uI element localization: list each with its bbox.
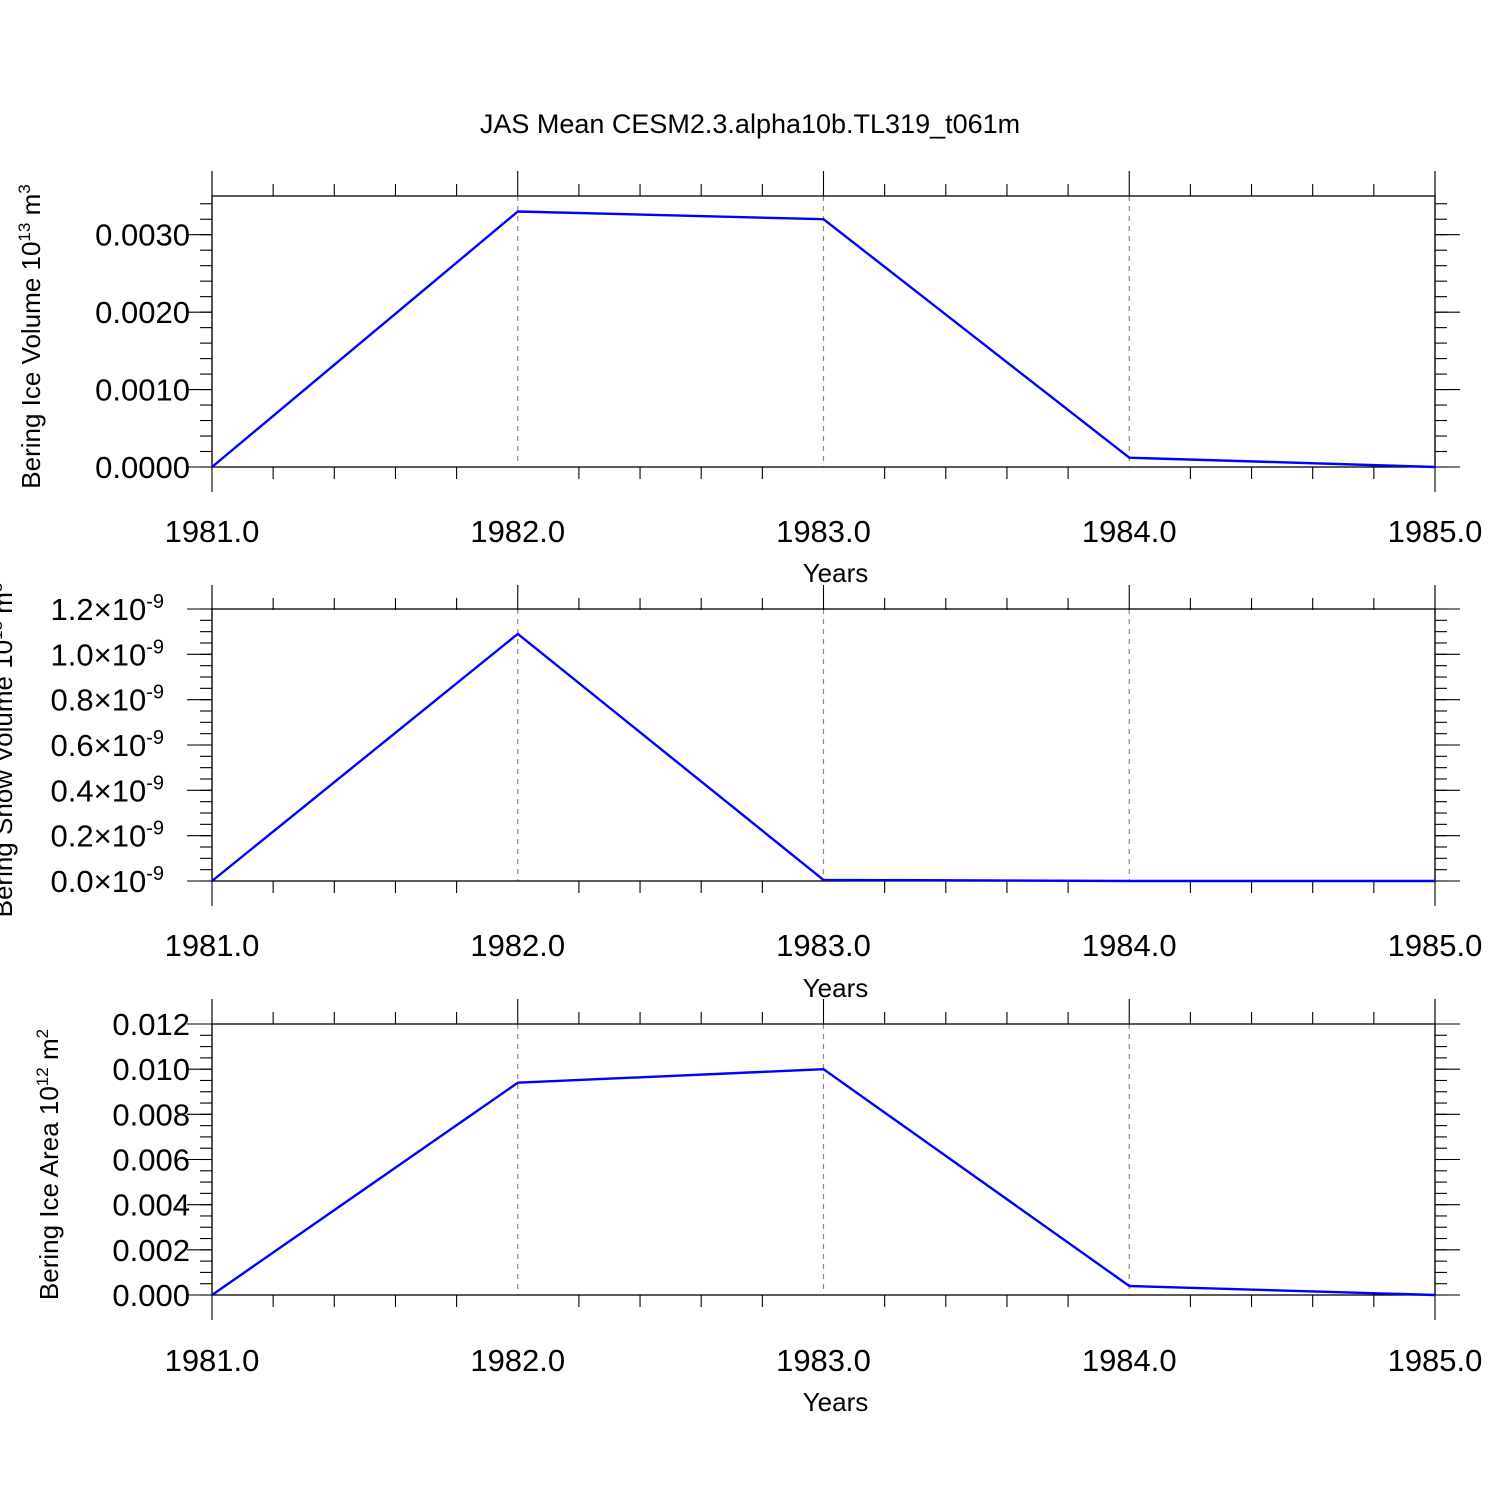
x-tick-label: 1985.0 (1388, 1343, 1483, 1378)
y-tick-label: 0.004 (112, 1188, 190, 1223)
x-tick-label: 1983.0 (776, 1343, 871, 1378)
x-tick-label: 1984.0 (1082, 1343, 1177, 1378)
x-tick-label: 1984.0 (1082, 928, 1177, 963)
x-tick-label: 1983.0 (776, 514, 871, 549)
y-tick-label: 1.2×10-9 (51, 591, 164, 627)
x-tick-label: 1981.0 (165, 928, 260, 963)
series-line (211, 1067, 1436, 1297)
y-tick-label: 0.010 (112, 1052, 190, 1087)
x-tick-label: 1981.0 (165, 1343, 260, 1378)
x-tick-label: 1982.0 (470, 928, 565, 963)
panel-3: 1981.0 1982.0 1983.0 1984.0 1985.0 0.000 0.002… (33, 999, 1482, 1417)
y-tick-label: 0.008 (112, 1097, 190, 1132)
x-axis-title: Years (803, 1387, 869, 1417)
y-tick-label: 0.006 (112, 1143, 190, 1178)
x-tick-label: 1982.0 (470, 1343, 565, 1378)
y-tick-label: 0.0×10-9 (51, 863, 164, 899)
x-tick-label: 1981.0 (165, 514, 260, 549)
y-tick-label: 0.000 (112, 1278, 190, 1313)
y-tick-label: 0.2×10-9 (51, 818, 164, 854)
y-axis-title: Bering Ice Area 1012 m2 (33, 1029, 64, 1300)
x-tick-label: 1985.0 (1388, 514, 1483, 549)
y-axis-title: Bering Snow Volume 1013 m3 (0, 583, 18, 918)
y-tick-label: 0.6×10-9 (51, 727, 164, 763)
x-tick-label: 1982.0 (470, 514, 565, 549)
panel-2: 1981.0 1982.0 1983.0 1984.0 1985.0 0.0×10-9 0.… (0, 583, 1482, 1003)
y-tick-label: 0.0010 (95, 373, 190, 408)
panels: 1981.0 1982.0 1983.0 1984.0 1985.0 0.0000 0.00… (0, 171, 1482, 1417)
y-tick-label: 0.0000 (95, 450, 190, 485)
panel-1: 1981.0 1982.0 1983.0 1984.0 1985.0 0.0000 0.00… (15, 171, 1482, 588)
x-tick-label: 1985.0 (1388, 928, 1483, 963)
y-tick-label: 0.4×10-9 (51, 772, 164, 808)
x-axis-title: Years (803, 558, 869, 588)
y-tick-label: 0.8×10-9 (51, 682, 164, 718)
y-tick-label: 0.0030 (95, 218, 190, 253)
y-axis-title: Bering Ice Volume 1013 m3 (15, 184, 46, 488)
y-tick-label: 0.0020 (95, 295, 190, 330)
x-tick-label: 1983.0 (776, 928, 871, 963)
x-tick-label: 1984.0 (1082, 514, 1177, 549)
y-tick-label: 1.0×10-9 (51, 636, 164, 672)
x-axis-title: Years (803, 973, 869, 1003)
y-tick-label: 0.002 (112, 1233, 190, 1268)
chart-title: JAS Mean CESM2.3.alpha10b.TL319_t061m (480, 109, 1020, 139)
y-tick-label: 0.012 (112, 1007, 190, 1042)
